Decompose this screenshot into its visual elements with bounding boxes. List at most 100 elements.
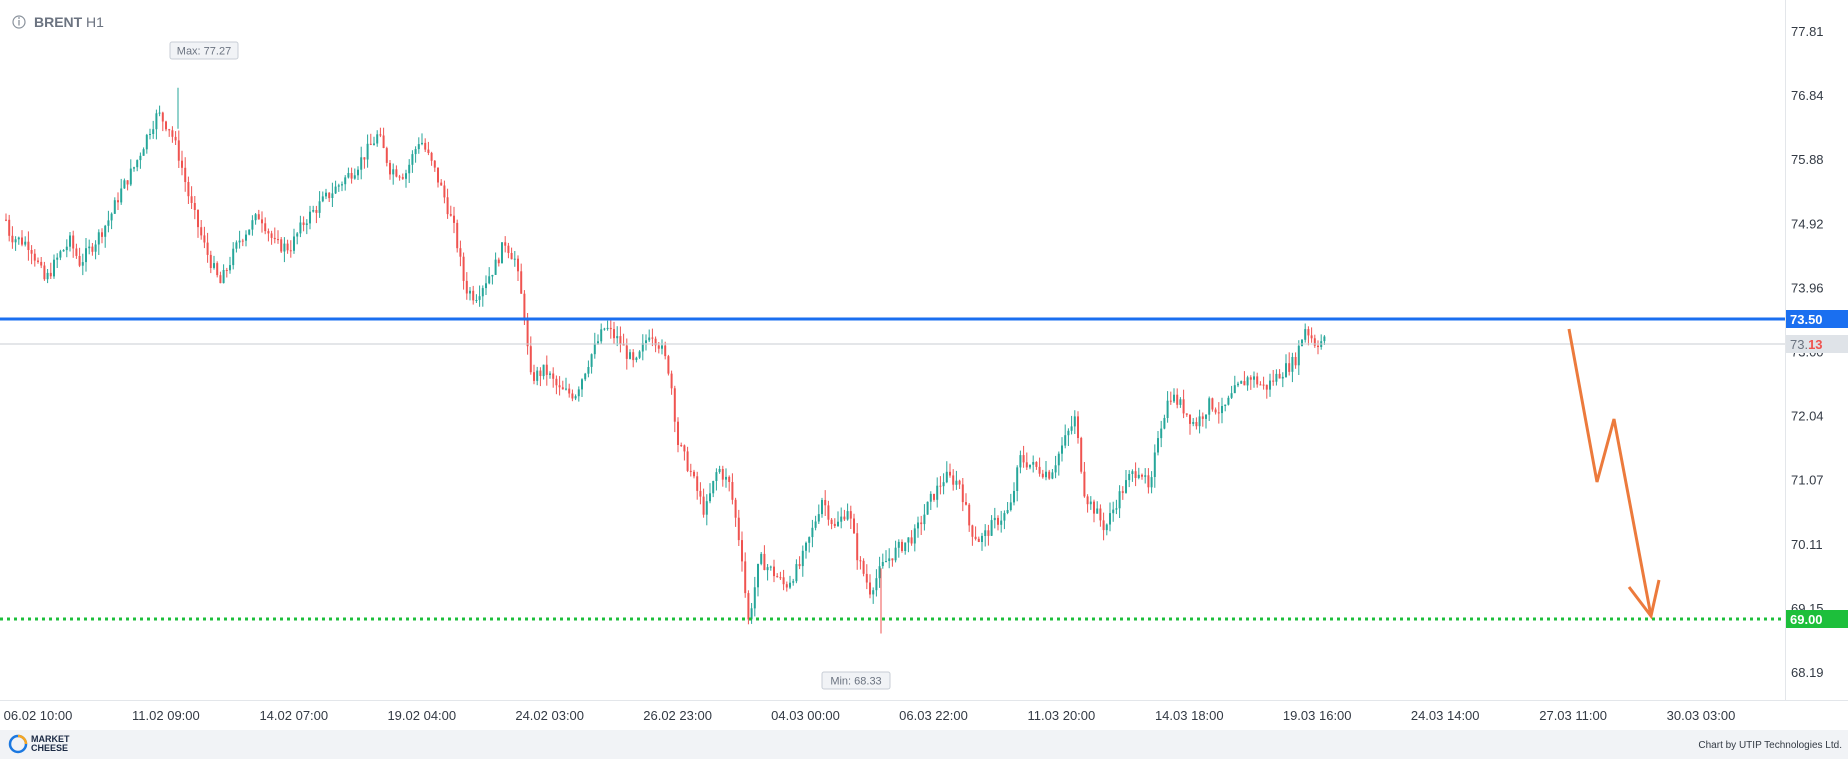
candle-body bbox=[203, 235, 206, 243]
candle-body bbox=[17, 237, 20, 240]
candle-body bbox=[731, 482, 734, 500]
chart-credit: Chart by UTIP Technologies Ltd. bbox=[1698, 740, 1842, 751]
candle-body bbox=[549, 373, 551, 375]
candle-body bbox=[725, 476, 727, 480]
candle-body bbox=[929, 493, 932, 502]
candle-body bbox=[1089, 501, 1092, 505]
candle-body bbox=[1243, 381, 1246, 386]
candle-body bbox=[1259, 384, 1262, 386]
candle-body bbox=[430, 152, 433, 161]
y-tick-label: 73.96 bbox=[1791, 280, 1824, 295]
candle-body bbox=[721, 469, 724, 480]
candle-body bbox=[414, 149, 417, 155]
candle-body bbox=[376, 134, 379, 144]
info-circle-icon[interactable] bbox=[12, 15, 26, 29]
candle-body bbox=[152, 129, 155, 134]
candle-body bbox=[606, 327, 609, 329]
support-price-label: 69.00 bbox=[1790, 612, 1823, 627]
candle-body bbox=[891, 558, 894, 561]
y-tick-label: 68.19 bbox=[1791, 665, 1824, 680]
candle-body bbox=[776, 576, 779, 578]
candle-body bbox=[136, 160, 139, 168]
candle-body bbox=[907, 537, 910, 543]
candle-body bbox=[465, 280, 468, 294]
candle-body bbox=[840, 516, 843, 522]
candle-body bbox=[1045, 471, 1047, 478]
candle-body bbox=[337, 185, 340, 187]
candle-body bbox=[417, 144, 420, 150]
candle-body bbox=[78, 256, 81, 266]
candle-body bbox=[30, 250, 33, 254]
candle-body bbox=[1304, 329, 1307, 340]
candle-body bbox=[245, 234, 247, 241]
candle-body bbox=[526, 319, 529, 347]
candle-body bbox=[190, 196, 193, 203]
candle-body bbox=[1032, 462, 1035, 465]
candle-body bbox=[11, 235, 14, 243]
candle-body bbox=[200, 227, 203, 236]
candle-body bbox=[97, 232, 100, 245]
y-tick-label: 76.84 bbox=[1791, 88, 1824, 103]
candle-body bbox=[353, 175, 356, 179]
candle-body bbox=[1019, 455, 1022, 468]
candle-body bbox=[881, 562, 884, 567]
candle-body bbox=[232, 248, 235, 266]
candle-body bbox=[872, 590, 875, 595]
x-tick-label: 04.03 00:00 bbox=[771, 708, 840, 723]
candle-body bbox=[69, 235, 71, 247]
candle-body bbox=[926, 501, 929, 515]
candle-body bbox=[1009, 502, 1012, 510]
candle-body bbox=[1307, 329, 1310, 336]
candle-body bbox=[641, 343, 644, 352]
candle-body bbox=[440, 182, 443, 186]
candle-body bbox=[392, 169, 395, 175]
candle-body bbox=[1134, 471, 1137, 478]
candle-body bbox=[795, 564, 798, 582]
candle-body bbox=[581, 379, 583, 390]
candle-body bbox=[222, 270, 225, 284]
candle-body bbox=[1163, 418, 1166, 429]
candle-body bbox=[254, 214, 257, 221]
candle-body bbox=[539, 370, 542, 376]
candle-body bbox=[785, 584, 788, 588]
candle-body bbox=[837, 521, 839, 526]
candle-body bbox=[1195, 422, 1198, 427]
candle-body bbox=[734, 499, 737, 518]
candle-body bbox=[1080, 438, 1083, 472]
candle-body bbox=[427, 149, 430, 153]
candle-body bbox=[1054, 465, 1057, 473]
candle-body bbox=[517, 258, 519, 272]
x-tick-label: 24.03 14:00 bbox=[1411, 708, 1480, 723]
x-tick-label: 30.03 03:00 bbox=[1667, 708, 1736, 723]
candle-body bbox=[693, 471, 695, 477]
candle-body bbox=[533, 372, 535, 381]
candle-body bbox=[296, 233, 299, 237]
candle-body bbox=[670, 373, 673, 389]
candle-body bbox=[1272, 380, 1275, 382]
candle-body bbox=[805, 542, 807, 551]
candle-body bbox=[856, 533, 859, 561]
candle-body bbox=[27, 241, 30, 250]
candle-body bbox=[577, 389, 580, 397]
candle-body bbox=[478, 296, 481, 300]
chart-header: BRENT H1 bbox=[12, 14, 104, 30]
candle-body bbox=[216, 263, 219, 276]
candle-body bbox=[987, 530, 990, 536]
logo-line1: MARKET bbox=[31, 734, 70, 744]
candle-body bbox=[779, 577, 782, 579]
candle-body bbox=[817, 514, 820, 522]
y-tick-label: 70.11 bbox=[1791, 537, 1823, 552]
candle-body bbox=[702, 496, 705, 515]
candle-body bbox=[648, 337, 651, 341]
candle-body bbox=[686, 451, 689, 471]
candle-body bbox=[235, 242, 238, 249]
y-tick-label: 74.92 bbox=[1791, 216, 1824, 231]
candle-body bbox=[1173, 394, 1175, 402]
candle-body bbox=[350, 173, 353, 179]
candle-body bbox=[280, 239, 283, 252]
candle-body bbox=[651, 337, 654, 339]
time-axis: 06.02 10:00 11.02 09:00 14.02 07:00 19.02 0… bbox=[4, 708, 1736, 723]
candle-body bbox=[590, 354, 593, 367]
candle-body bbox=[1051, 472, 1054, 479]
